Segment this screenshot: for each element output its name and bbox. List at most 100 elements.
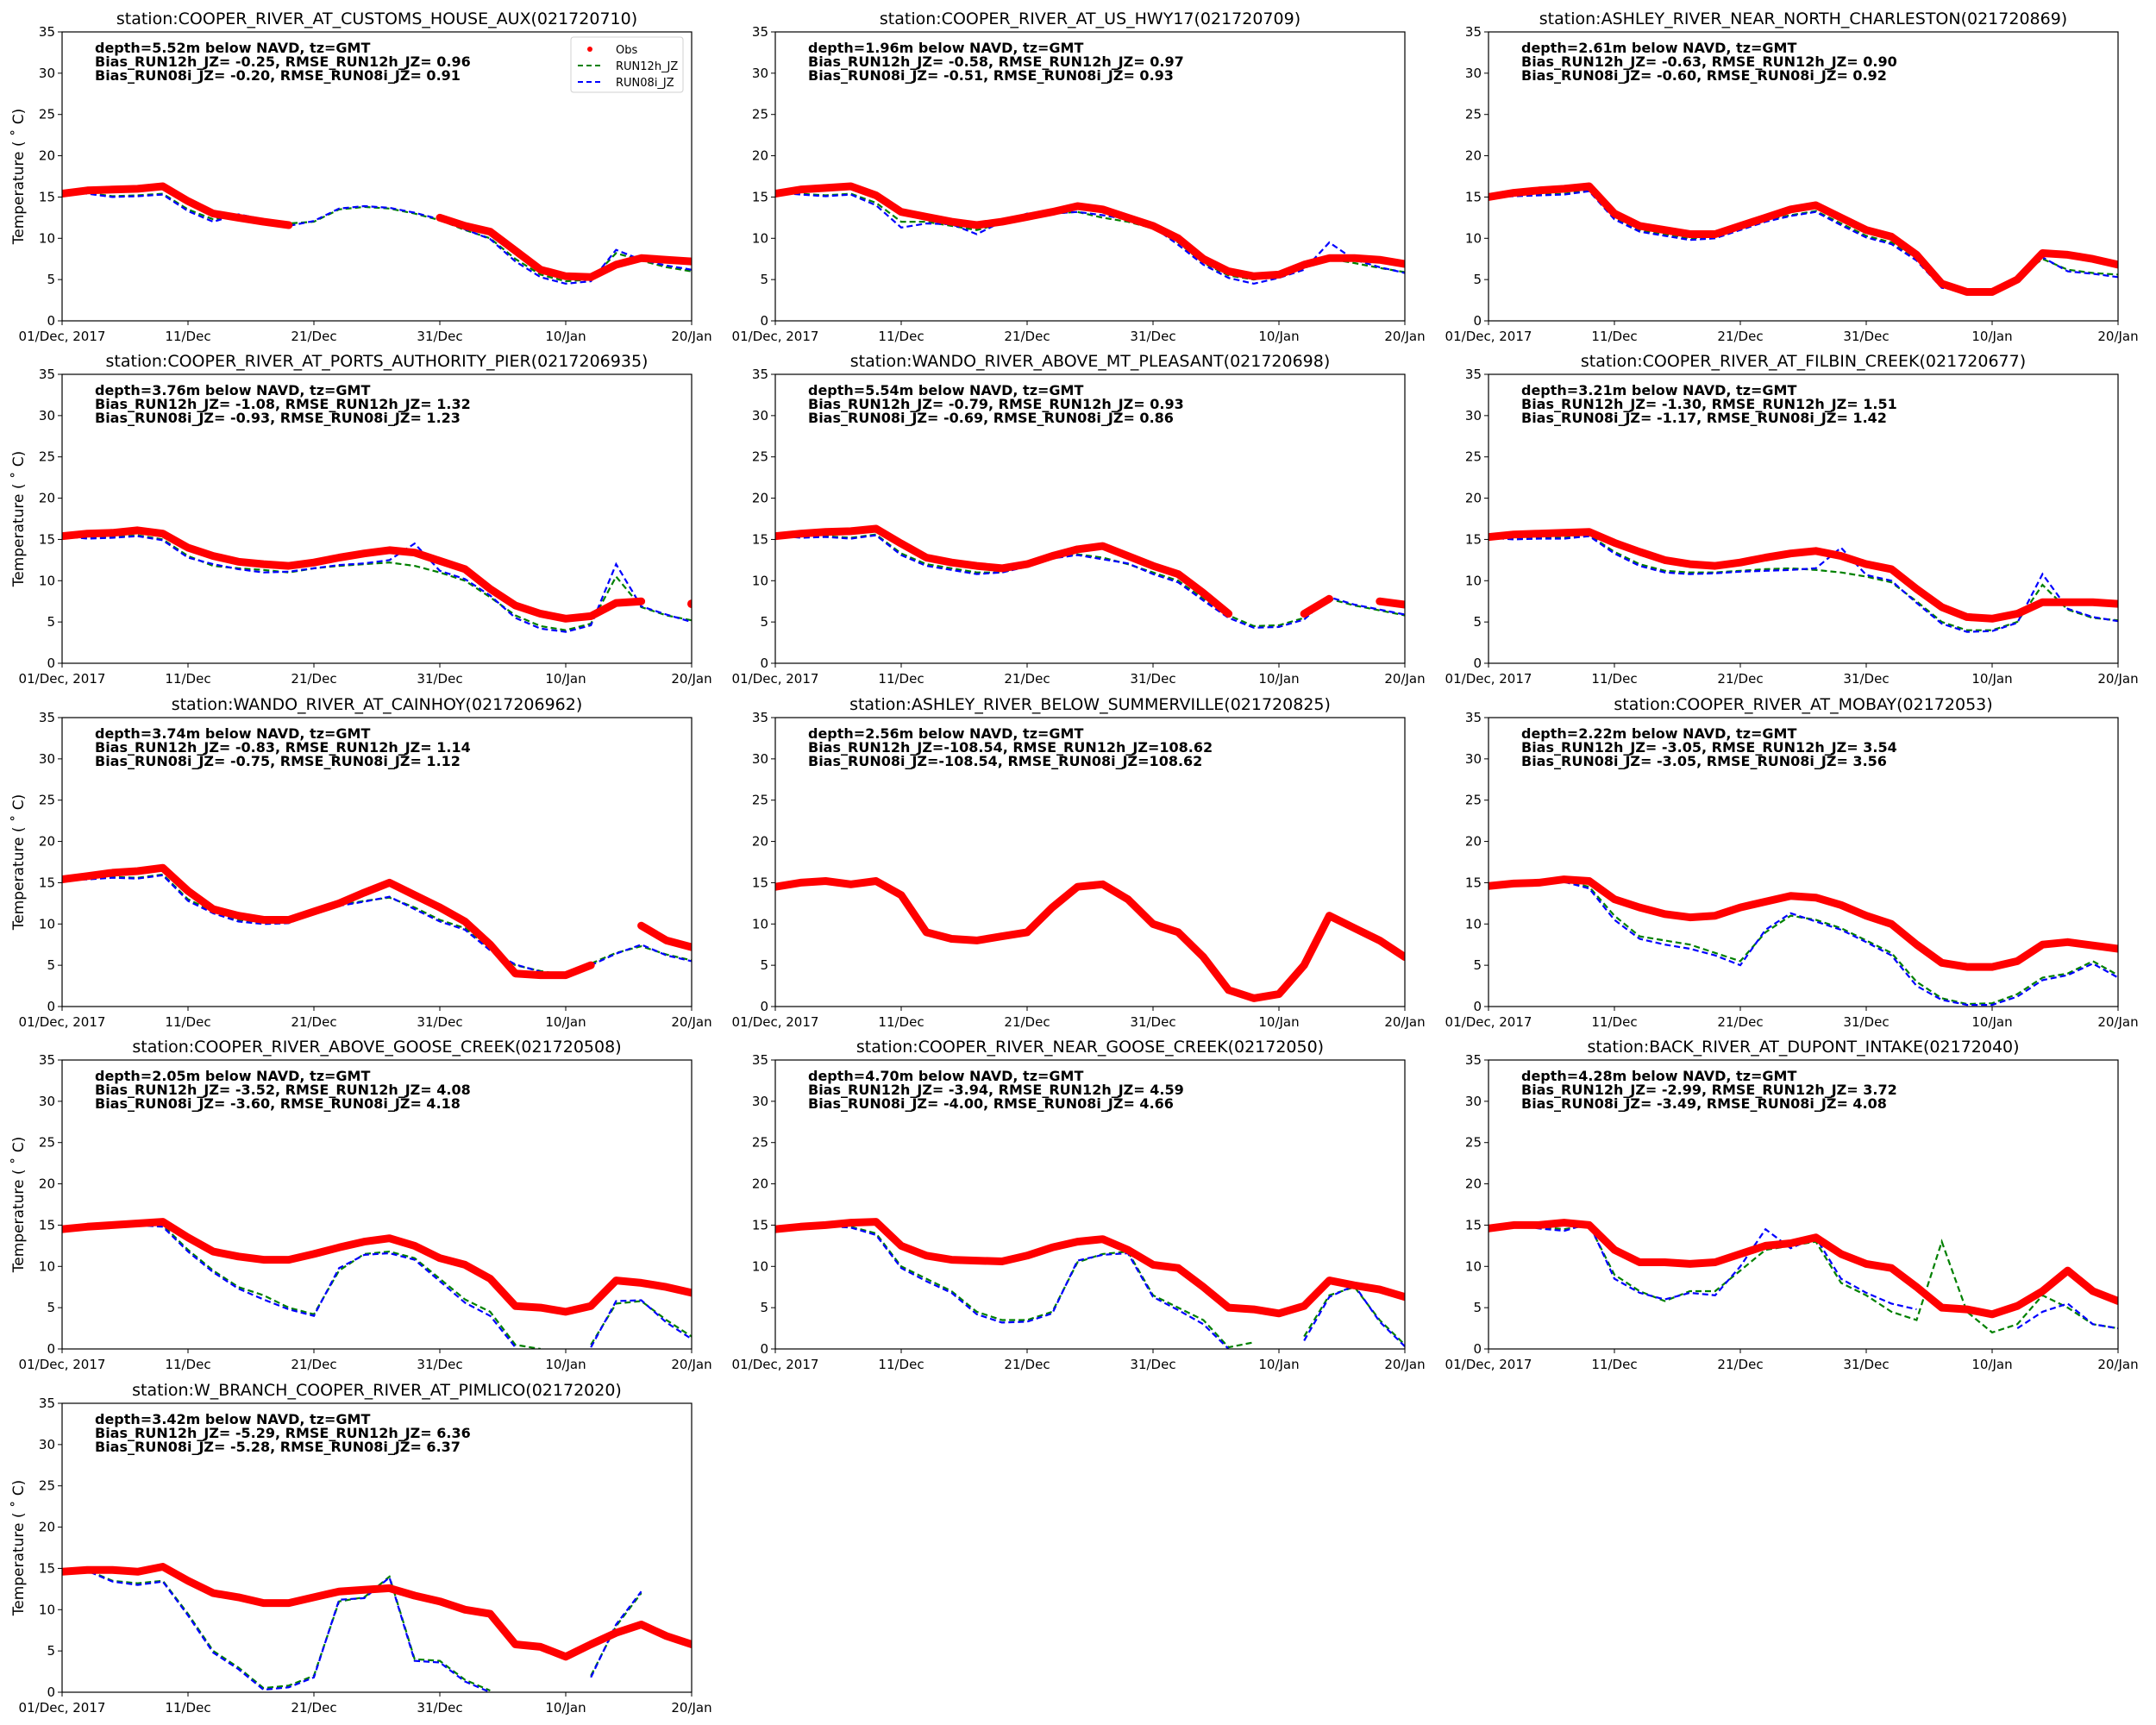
axes-frame [1488,717,2119,1007]
y-tick-label: 0 [47,999,55,1014]
run12h-series-line [62,191,692,283]
stats-annotation: Bias_RUN08i_JZ= -4.00, RMSE_RUN08i_JZ= 4… [808,1095,1174,1112]
y-tick-label: 10 [39,1602,55,1617]
obs-series-line [62,1563,692,1661]
stats-annotation: Bias_RUN12h_JZ= -3.05, RMSE_RUN12h_JZ= 3… [1521,739,1897,756]
y-tick-label: 5 [1473,1300,1482,1315]
x-tick-label: 11/Dec [165,1014,210,1030]
x-tick-label: 01/Dec, 2017 [19,1357,106,1372]
x-tick-label: 01/Dec, 2017 [1445,329,1532,344]
subplot-panel: station:COOPER_RIVER_AT_PORTS_AUTHORITY_… [9,352,712,687]
y-tick-label: 35 [752,24,768,40]
stats-annotation: Bias_RUN12h_JZ= -0.79, RMSE_RUN12h_JZ= 0… [808,396,1184,412]
subplot-panel: station:BACK_RIVER_AT_DUPONT_INTAKE(0217… [1445,1038,2139,1372]
obs-series-line [1300,594,1333,618]
y-tick-label: 30 [39,1094,55,1109]
x-tick-label: 11/Dec [165,1700,210,1716]
y-tick-label: 25 [39,107,55,122]
stats-annotation: Bias_RUN08i_JZ= -1.17, RMSE_RUN08i_JZ= 1… [1521,410,1887,426]
y-tick-label: 5 [47,1300,55,1315]
x-tick-label: 10/Jan [1258,1357,1299,1372]
stats-annotation: depth=2.05m below NAVD, tz=GMT [95,1068,370,1084]
plot-data [62,1563,692,1692]
stats-annotation: Bias_RUN08i_JZ= -0.75, RMSE_RUN08i_JZ= 1… [95,753,461,769]
obs-series-line [62,182,293,229]
stats-annotation: Bias_RUN12h_JZ= -1.08, RMSE_RUN12h_JZ= 1… [95,396,471,412]
stats-annotation: Bias_RUN08i_JZ= -3.60, RMSE_RUN08i_JZ= 4… [95,1095,461,1112]
y-tick-label: 20 [39,1520,55,1535]
y-axis-label: Temperature ( ˚ C) [9,1137,28,1274]
stats-annotation: Bias_RUN08i_JZ= -0.51, RMSE_RUN08i_JZ= 0… [808,67,1174,84]
x-tick-label: 01/Dec, 2017 [732,671,819,687]
obs-series-line [1489,528,2118,623]
y-tick-label: 10 [752,573,768,588]
plot-data [62,863,692,980]
obs-series-line [775,524,1233,618]
run08i-series-line [590,1299,692,1348]
y-tick-label: 35 [39,710,55,725]
axes-frame [61,31,693,322]
subplot-title: station:COOPER_RIVER_AT_MOBAY(02172053) [1614,695,1992,714]
obs-series-line [436,213,692,281]
run12h-series-line [62,1569,491,1692]
run08i-series-line [775,191,1405,285]
x-tick-label: 31/Dec [1843,1014,1889,1030]
y-tick-label: 10 [39,573,55,588]
x-tick-label: 11/Dec [878,671,924,687]
x-tick-label: 11/Dec [1591,329,1637,344]
y-tick-label: 15 [39,1560,55,1576]
axes-frame [61,717,693,1007]
y-tick-label: 25 [752,793,768,808]
y-tick-label: 5 [47,614,55,630]
x-tick-label: 20/Jan [2097,671,2138,687]
x-tick-label: 01/Dec, 2017 [1445,1014,1532,1030]
y-tick-label: 35 [39,1396,55,1411]
y-axis-label: Temperature ( ˚ C) [9,1480,28,1617]
y-tick-label: 35 [1465,24,1482,40]
x-tick-label: 11/Dec [878,329,924,344]
subplot-title: station:WANDO_RIVER_ABOVE_MT_PLEASANT(02… [850,352,1331,371]
y-tick-label: 20 [39,148,55,164]
run08i-series-line [62,535,692,633]
y-tick-label: 35 [1465,367,1482,382]
stats-annotation: Bias_RUN08i_JZ= -5.28, RMSE_RUN08i_JZ= 6… [95,1439,461,1455]
y-tick-label: 30 [1465,66,1482,81]
stats-annotation: depth=5.54m below NAVD, tz=GMT [808,382,1083,398]
run08i-series-line [2016,1302,2118,1330]
y-tick-label: 0 [760,313,768,329]
stats-annotation: depth=5.52m below NAVD, tz=GMT [95,40,370,56]
y-tick-label: 30 [752,66,768,81]
run12h-series-line [590,1300,692,1346]
x-tick-label: 31/Dec [417,1014,462,1030]
plot-data [62,1218,692,1349]
x-tick-label: 31/Dec [417,1700,462,1716]
axes-frame [61,373,693,664]
y-tick-label: 0 [1473,1341,1482,1357]
obs-point [687,599,692,609]
x-tick-label: 11/Dec [165,329,210,344]
x-tick-label: 10/Jan [1971,671,2012,687]
x-tick-label: 21/Dec [1004,1014,1050,1030]
x-tick-label: 11/Dec [878,1014,924,1030]
axes-frame [1488,373,2119,664]
y-tick-label: 30 [39,66,55,81]
x-tick-label: 21/Dec [1717,1014,1763,1030]
axes-frame [1488,1059,2119,1350]
run08i-series-line [775,1225,1230,1349]
y-tick-label: 25 [1465,107,1482,122]
x-tick-label: 20/Jan [2097,329,2138,344]
legend-label: RUN08i_JZ [616,77,674,90]
stats-annotation: depth=3.74m below NAVD, tz=GMT [95,725,370,742]
x-tick-label: 21/Dec [291,1014,336,1030]
x-tick-label: 31/Dec [417,671,462,687]
x-tick-label: 21/Dec [1717,329,1763,344]
plot-data [1489,528,2118,633]
y-tick-label: 5 [760,1300,768,1315]
y-tick-label: 20 [752,834,768,850]
obs-series-line [62,526,646,623]
x-tick-label: 10/Jan [1971,1357,2012,1372]
stats-annotation: depth=1.96m below NAVD, tz=GMT [808,40,1083,56]
obs-series-line [775,182,1405,280]
y-tick-label: 0 [1473,656,1482,671]
y-tick-label: 20 [1465,491,1482,506]
